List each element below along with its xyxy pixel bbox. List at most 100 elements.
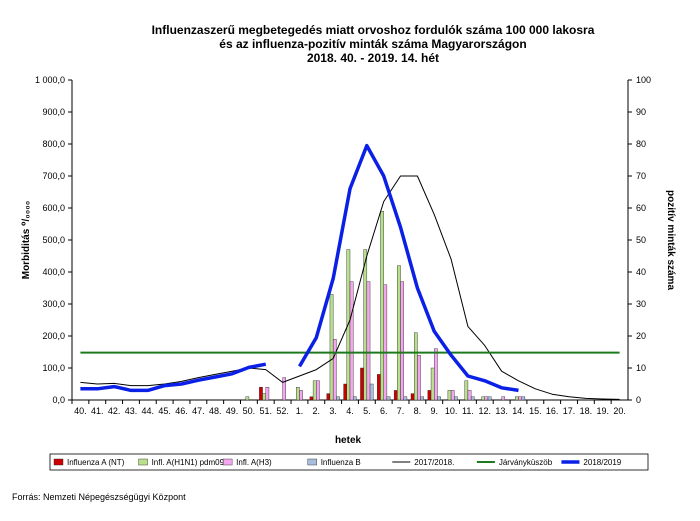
x-tick-label: 1. xyxy=(296,406,304,416)
bar xyxy=(518,396,522,401)
x-tick-label: 2. xyxy=(313,406,321,416)
bar xyxy=(437,396,441,401)
source-note: Forrás: Nemzeti Népegészségügyi Központ xyxy=(12,492,186,502)
bar xyxy=(299,390,303,401)
series-line xyxy=(80,362,267,393)
x-tick-label: 6. xyxy=(380,406,388,416)
x-tick-label: 10. xyxy=(445,406,458,416)
x-tick-label: 42. xyxy=(108,406,121,416)
legend-label: Influenza B xyxy=(321,458,361,467)
x-tick-label: 17. xyxy=(563,406,576,416)
legend-label: Infl. A(H3) xyxy=(236,458,272,467)
x-tick-label: 18. xyxy=(580,406,593,416)
legend-box xyxy=(49,453,649,471)
plot-area: 0,0 100,0 200,0 300,0 400,0 500,0 600,0 700,0 80… xyxy=(35,75,651,416)
bar xyxy=(413,332,418,401)
x-tick-label: 44. xyxy=(142,406,155,416)
x-tick-label: 48. xyxy=(209,406,222,416)
x-tick-label: 19. xyxy=(596,406,609,416)
bar xyxy=(349,281,354,401)
y-left-tick-label: 700,0 xyxy=(42,171,65,181)
x-tick-label: 3. xyxy=(329,406,337,416)
bar xyxy=(369,383,374,401)
bar xyxy=(515,396,519,401)
y-right-tick-label: 40 xyxy=(636,267,646,277)
bar xyxy=(360,367,364,401)
y-right-tick-label: 60 xyxy=(636,203,646,213)
bar xyxy=(410,393,415,401)
x-tick-label: 13. xyxy=(495,406,508,416)
y-axis-left-title: Morbiditás ⁰/₀₀₀₀ xyxy=(21,201,32,280)
bar xyxy=(417,355,421,401)
bar xyxy=(329,294,334,401)
y-right-tick-label: 90 xyxy=(636,107,646,117)
bar xyxy=(262,393,266,401)
y-left-tick-label: 900,0 xyxy=(42,107,65,117)
y-left-tick-label: 600,0 xyxy=(42,203,65,213)
y-right-tick-label: 20 xyxy=(636,331,646,341)
bar xyxy=(481,396,485,401)
bar xyxy=(282,377,287,401)
y-right-tick-label: 30 xyxy=(636,299,646,309)
x-tick-label: 20. xyxy=(613,406,626,416)
legend-label: Járványküszöb xyxy=(499,458,553,467)
x-axis-title: hetek xyxy=(335,435,362,446)
bar xyxy=(383,284,388,401)
bar xyxy=(400,281,404,401)
x-tick-label: 52. xyxy=(276,406,289,416)
y-left-tick-label: 1 000,0 xyxy=(35,75,65,85)
bar xyxy=(296,387,300,401)
legend: Influenza A (NT) Infl. A(H1N1) pdm09 Infl.… xyxy=(49,453,649,471)
x-tick-label: 47. xyxy=(192,406,205,416)
y-right-tick-label: 10 xyxy=(636,363,646,373)
bar xyxy=(332,339,337,401)
x-tick-label: 41. xyxy=(91,406,104,416)
bar xyxy=(312,380,317,401)
x-tick-label: 40. xyxy=(74,406,87,416)
y-left-tick-label: 500,0 xyxy=(42,235,65,245)
y-right-tick-label: 100 xyxy=(636,75,651,85)
bar xyxy=(326,393,331,401)
bar xyxy=(484,396,489,401)
bar xyxy=(521,396,526,401)
bar xyxy=(464,380,469,401)
legend-label: 2018/2019 xyxy=(583,458,621,467)
bar xyxy=(470,396,475,401)
x-tick-label: 49. xyxy=(226,406,239,416)
y-right-tick-label: 80 xyxy=(636,139,646,149)
bar xyxy=(386,396,391,401)
legend-label: Infl. A(H1N1) pdm09 xyxy=(152,458,225,467)
bar xyxy=(363,249,368,401)
x-tick-label: 16. xyxy=(546,406,559,416)
bar xyxy=(265,387,270,401)
y-right-tick-label: 50 xyxy=(636,235,646,245)
legend-swatch xyxy=(307,458,317,466)
legend-swatch xyxy=(222,458,233,466)
bar xyxy=(427,390,432,401)
bar xyxy=(259,387,263,401)
x-tick-label: 8. xyxy=(414,406,422,416)
x-tick-label: 12. xyxy=(479,406,492,416)
x-tick-label: 43. xyxy=(125,406,138,416)
x-tick-label: 5. xyxy=(363,406,371,416)
bar xyxy=(309,396,314,401)
y-left-tick-label: 100,0 xyxy=(42,363,65,373)
y-left-tick-label: 200,0 xyxy=(42,331,65,341)
x-tick-label: 15. xyxy=(529,406,542,416)
bar xyxy=(447,390,452,401)
x-tick-label: 7. xyxy=(397,406,405,416)
y-axis-right-title: pozitív minták száma xyxy=(665,190,676,290)
x-tick-label: 50. xyxy=(243,406,256,416)
bar xyxy=(316,380,320,401)
y-left-tick-label: 300,0 xyxy=(42,299,65,309)
legend-swatch xyxy=(53,458,64,466)
x-tick-label: 46. xyxy=(175,406,188,416)
bar xyxy=(366,281,371,401)
bar xyxy=(487,396,492,401)
bar xyxy=(380,210,384,401)
y-right-tick-label: 70 xyxy=(636,171,646,181)
x-tick-label: 45. xyxy=(158,406,171,416)
series-line xyxy=(80,175,620,400)
title-line-2: és az influenza-pozitív minták száma Mag… xyxy=(219,37,526,51)
